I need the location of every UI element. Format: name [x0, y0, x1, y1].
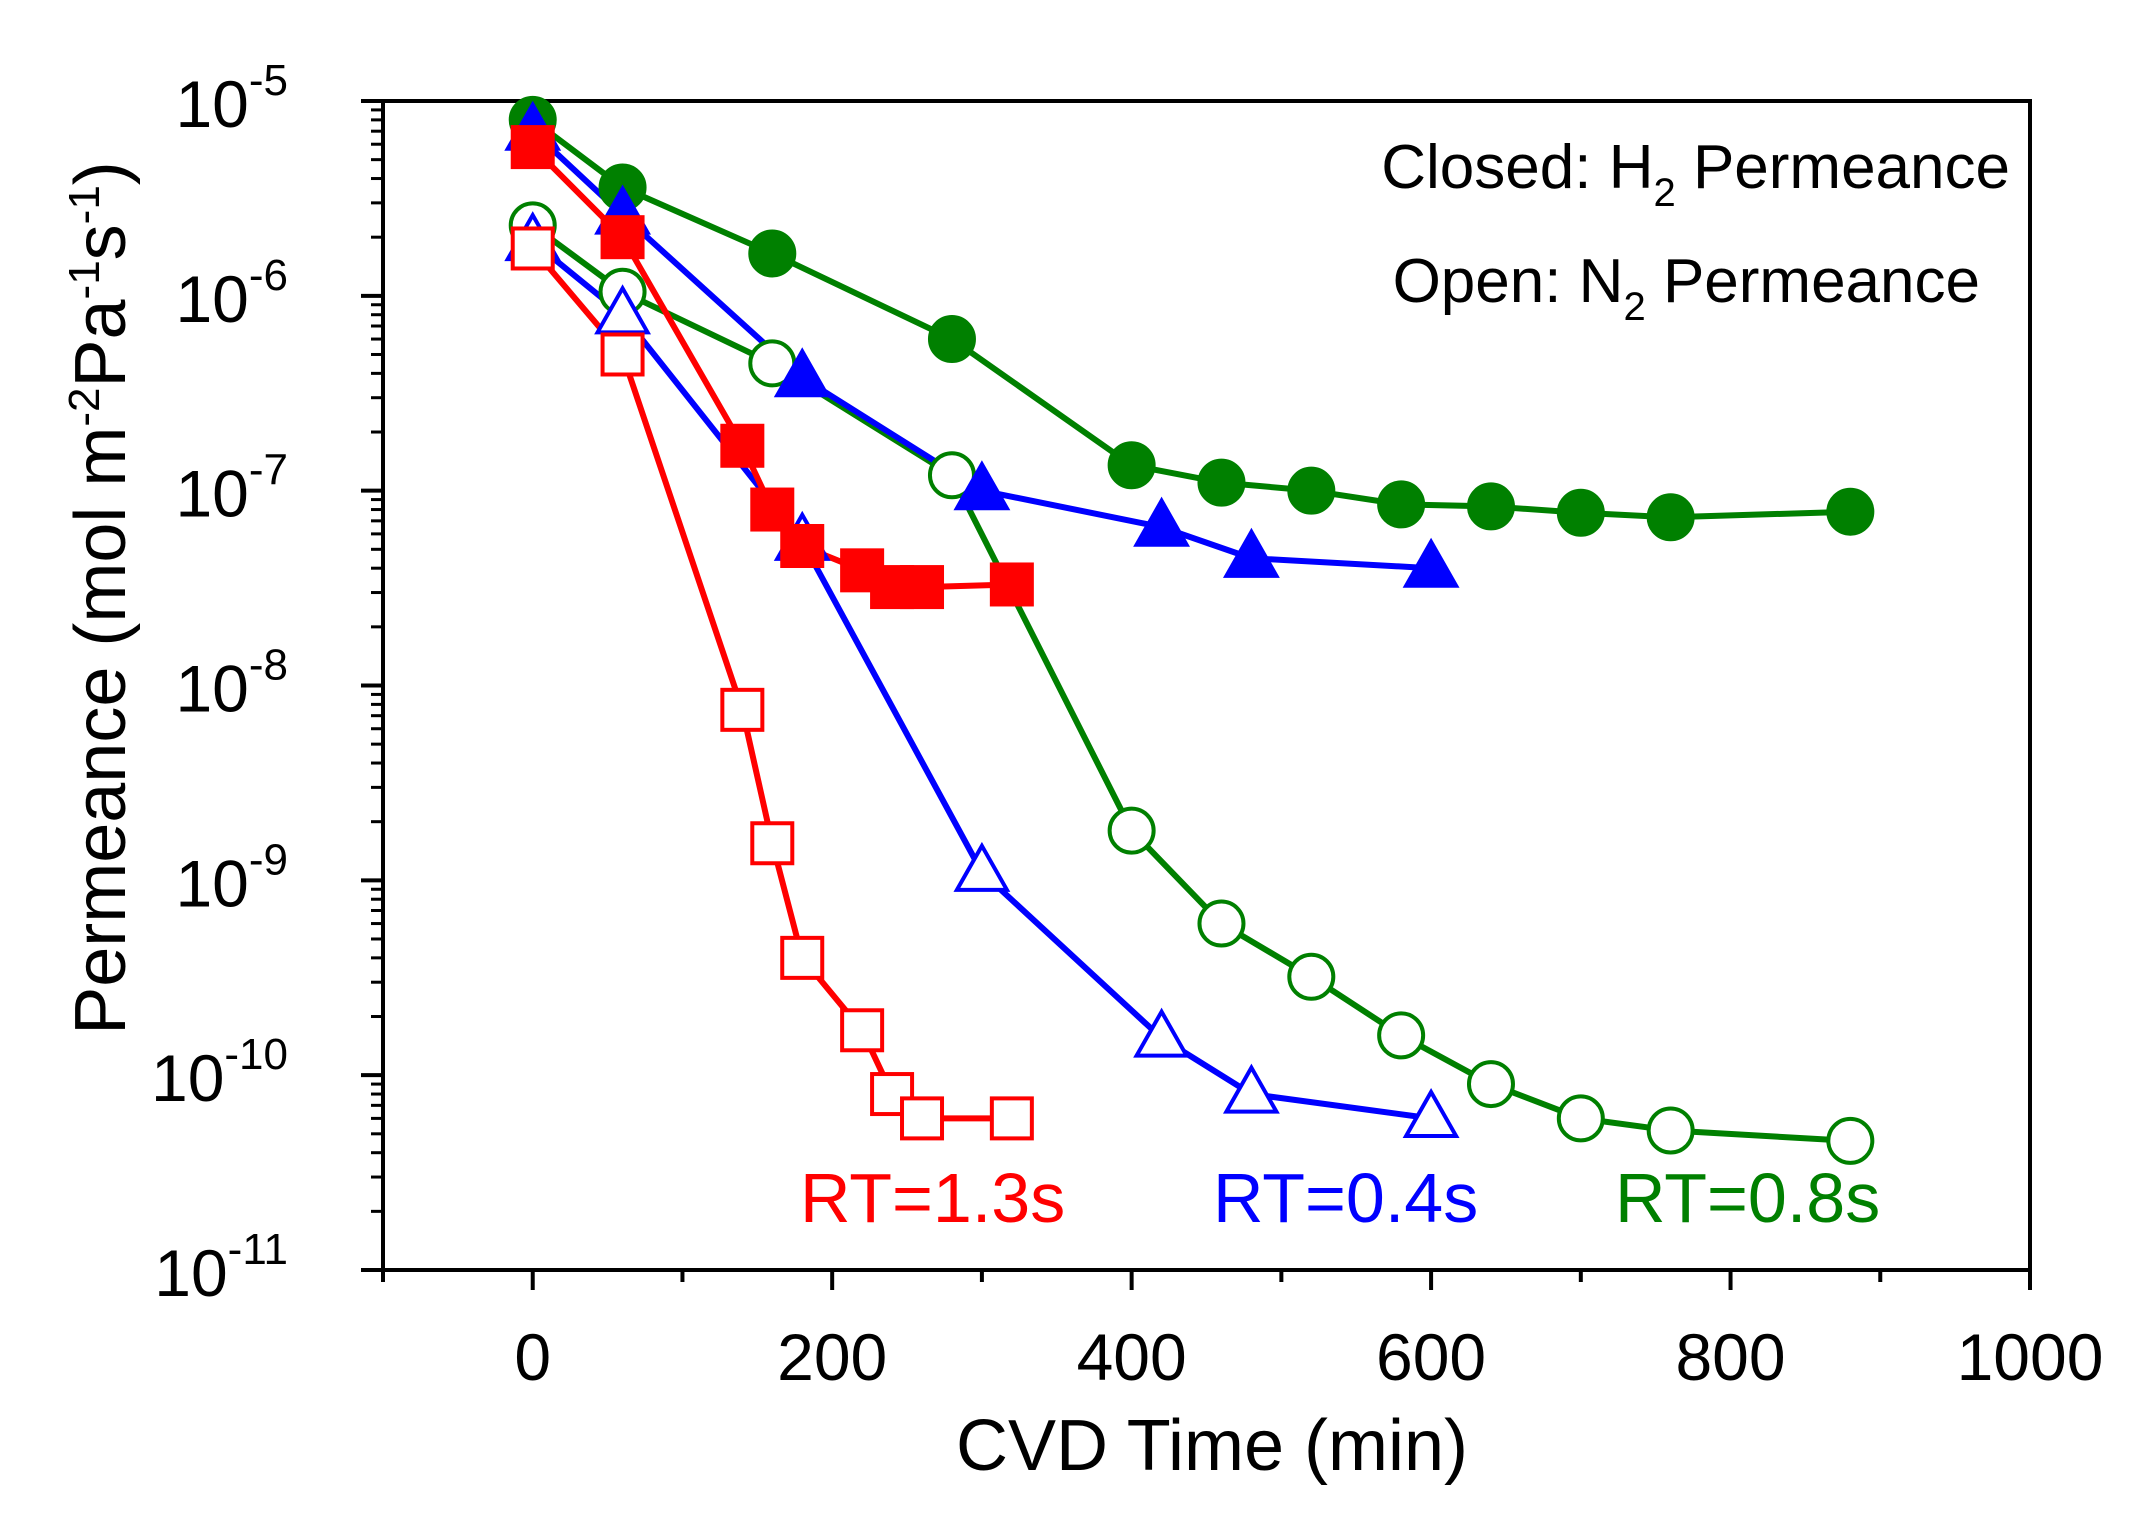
x-tick-label: 200 [777, 1320, 887, 1394]
data-point-rt-0-8s-h2 [1646, 493, 1695, 542]
y-tick-label: 10-6 [175, 251, 288, 336]
data-point-rt-1-3s-h2 [750, 487, 795, 532]
data-point-rt-0-4s-n2 [1133, 1007, 1191, 1058]
data-point-rt-1-3s-n2 [900, 1096, 945, 1141]
data-point-rt-0-8s-n2 [1556, 1094, 1605, 1143]
data-point-rt-1-3s-n2 [720, 687, 765, 732]
x-tick-label: 1000 [1957, 1320, 2104, 1394]
data-point-rt-0-8s-h2 [1287, 466, 1336, 515]
data-point-rt-0-4s-h2 [953, 460, 1011, 511]
data-point-rt-0-4s-n2 [594, 284, 652, 335]
data-point-rt-0-4s-h2 [1402, 537, 1460, 588]
data-point-rt-0-8s-n2 [1377, 1011, 1426, 1060]
data-point-rt-1-3s-n2 [510, 226, 555, 271]
x-tick-label: 400 [1077, 1320, 1187, 1394]
data-point-rt-1-3s-n2 [600, 332, 645, 377]
y-tick-label: 10-7 [175, 446, 288, 531]
data-point-rt-0-4s-n2 [1222, 1063, 1280, 1114]
data-point-rt-0-8s-n2 [1646, 1106, 1695, 1155]
data-point-rt-0-8s-h2 [1556, 488, 1605, 537]
y-axis-title: Permeance (mol m-2Pa-1s-1) [60, 161, 141, 1035]
data-point-rt-1-3s-h2 [780, 523, 825, 568]
data-point-rt-0-8s-h2 [1197, 458, 1246, 507]
data-point-rt-0-4s-h2 [1133, 496, 1191, 547]
x-axis-title: CVD Time (min) [956, 1406, 1468, 1486]
data-point-rt-0-8s-h2 [927, 315, 976, 364]
data-point-rt-0-8s-n2 [1466, 1060, 1515, 1109]
data-point-rt-0-8s-h2 [1466, 482, 1515, 531]
y-tick-label: 10-5 [175, 56, 288, 141]
data-point-rt-0-8s-h2 [1377, 480, 1426, 529]
data-point-rt-0-4s-h2 [773, 347, 831, 398]
data-point-rt-0-8s-h2 [1826, 487, 1875, 536]
data-point-rt-0-4s-n2 [1402, 1087, 1460, 1138]
data-point-rt-0-8s-h2 [1107, 441, 1156, 490]
data-point-rt-1-3s-h2 [720, 423, 765, 468]
x-tick-label: 800 [1675, 1320, 1785, 1394]
data-point-rt-1-3s-h2 [600, 215, 645, 260]
data-point-rt-0-4s-h2 [1222, 527, 1280, 578]
data-point-rt-0-8s-n2 [1287, 952, 1336, 1001]
data-point-rt-0-8s-n2 [1107, 806, 1156, 855]
data-point-rt-0-8s-n2 [1826, 1116, 1875, 1165]
x-tick-label: 0 [514, 1320, 551, 1394]
annotation-open: Open: N2 Permeance [1393, 247, 1980, 329]
series-label-rt-1-3s: RT=1.3s [800, 1159, 1065, 1237]
x-tick-label: 600 [1376, 1320, 1486, 1394]
data-point-rt-1-3s-n2 [750, 821, 795, 866]
series-label-rt-0-4s: RT=0.4s [1213, 1159, 1478, 1237]
data-point-rt-1-3s-n2 [840, 1008, 885, 1053]
data-point-rt-0-8s-h2 [748, 229, 797, 278]
y-tick-label: 10-10 [151, 1030, 288, 1115]
annotation-closed: Closed: H2 Permeance [1381, 133, 2010, 215]
data-point-rt-0-4s-n2 [953, 841, 1011, 892]
data-point-rt-1-3s-h2 [989, 562, 1034, 607]
data-point-rt-1-3s-h2 [900, 565, 945, 610]
data-point-rt-1-3s-h2 [510, 125, 555, 170]
data-point-rt-1-3s-n2 [780, 935, 825, 980]
data-point-rt-0-8s-n2 [1197, 899, 1246, 948]
y-tick-label: 10-9 [175, 835, 288, 920]
series-label-rt-0-8s: RT=0.8s [1615, 1159, 1880, 1237]
data-point-rt-1-3s-n2 [989, 1096, 1034, 1141]
y-tick-label: 10-8 [175, 641, 288, 726]
y-tick-label: 10-11 [154, 1225, 288, 1310]
